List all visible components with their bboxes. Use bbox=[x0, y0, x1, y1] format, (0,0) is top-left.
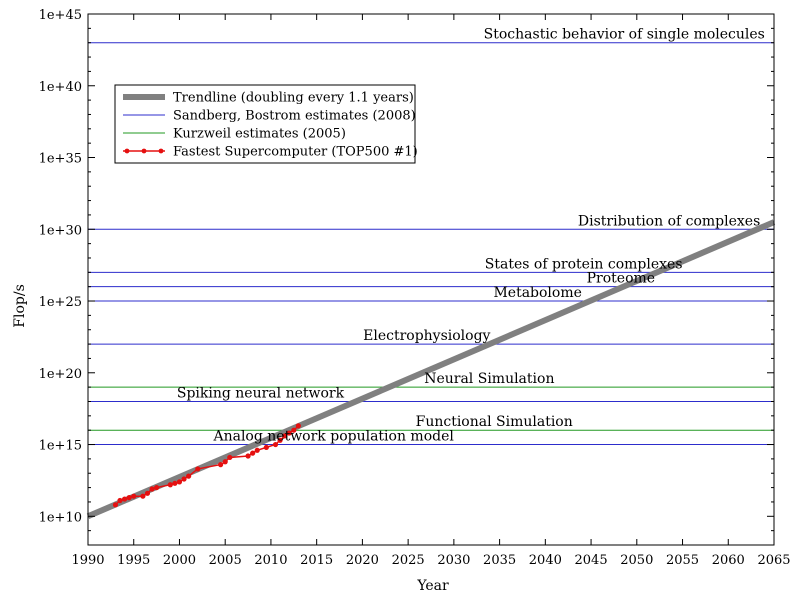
x-tick-label: 2060 bbox=[712, 553, 745, 568]
supercomputer-point bbox=[144, 490, 151, 496]
supercomputer-point bbox=[167, 482, 173, 488]
trendline bbox=[86, 219, 776, 520]
x-tick-label: 1990 bbox=[71, 553, 104, 568]
level-label: Stochastic behavior of single molecules bbox=[484, 27, 765, 43]
supercomputer-point bbox=[250, 450, 256, 456]
trendline-layer bbox=[86, 219, 776, 520]
x-tick-label: 2030 bbox=[437, 553, 470, 568]
x-tick-label: 2040 bbox=[529, 553, 562, 568]
x-tick-label: 2020 bbox=[346, 553, 379, 568]
reference-levels bbox=[88, 42, 774, 446]
supercomputer-point bbox=[195, 466, 201, 472]
level-label: Neural Simulation bbox=[424, 371, 554, 387]
x-tick-label: 2000 bbox=[163, 553, 196, 568]
annotations: Stochastic behavior of single molecules D… bbox=[177, 27, 765, 445]
supercomputer-point bbox=[149, 486, 155, 492]
level-label: Distribution of complexes bbox=[578, 213, 760, 229]
supercomputer-line bbox=[114, 425, 299, 506]
y-tick-label: 1e+20 bbox=[39, 367, 82, 382]
legend-swatch-point bbox=[124, 148, 130, 154]
legend-label: Kurzweil estimates (2005) bbox=[173, 127, 346, 142]
supercomputer-point bbox=[172, 480, 178, 486]
supercomputer-point bbox=[277, 437, 283, 443]
supercomputer-point bbox=[131, 493, 137, 499]
supercomputer-point bbox=[222, 459, 228, 465]
y-tick-label: 1e+40 bbox=[39, 80, 82, 95]
x-tick-label: 2010 bbox=[254, 553, 287, 568]
supercomputer-point bbox=[245, 453, 251, 459]
supercomputer-point bbox=[286, 430, 292, 436]
level-label: Proteome bbox=[587, 271, 655, 287]
x-axis-label: Year bbox=[416, 578, 449, 594]
y-axis-label: Flop/s bbox=[12, 284, 28, 327]
y-tick-label: 1e+30 bbox=[39, 223, 82, 238]
supercomputer-point bbox=[254, 447, 260, 453]
supercomputer-point bbox=[121, 496, 128, 502]
x-tick-label: 2015 bbox=[300, 553, 333, 568]
x-tick-label: 2005 bbox=[209, 553, 242, 568]
supercomputer-point bbox=[218, 462, 224, 468]
legend-label: Sandberg, Bostrom estimates (2008) bbox=[173, 109, 416, 124]
legend: Trendline (doubling every 1.1 years) Sand… bbox=[114, 84, 418, 164]
y-tick-label: 1e+10 bbox=[39, 510, 82, 525]
y-tick-label: 1e+35 bbox=[39, 152, 82, 167]
supercomputer-series bbox=[112, 423, 301, 508]
x-tick-label: 2065 bbox=[757, 553, 790, 568]
y-tick-label: 1e+25 bbox=[39, 295, 82, 310]
supercomputer-point bbox=[272, 441, 279, 448]
supercomputer-point bbox=[282, 433, 288, 439]
y-tick-label: 1e+15 bbox=[39, 439, 82, 454]
x-tick-label: 2050 bbox=[620, 553, 653, 568]
level-label: Analog network population model bbox=[212, 429, 454, 445]
legend-swatch-point bbox=[158, 148, 164, 154]
plot-frame bbox=[87, 13, 775, 546]
supercomputer-point bbox=[181, 476, 187, 482]
level-label: Spiking neural network bbox=[177, 385, 345, 401]
level-label: Electrophysiology bbox=[363, 328, 490, 344]
axes: 1990 1995 2000 2005 2010 2015 2020 2025 2030 2035… bbox=[39, 8, 791, 568]
legend-label: Fastest Supercomputer (TOP500 #1) bbox=[173, 145, 418, 160]
x-tick-label: 2025 bbox=[392, 553, 425, 568]
x-tick-label: 2055 bbox=[666, 553, 699, 568]
supercomputer-point bbox=[295, 423, 301, 429]
supercomputer-point bbox=[154, 484, 160, 491]
supercomputer-point bbox=[117, 497, 123, 504]
x-tick-label: 2035 bbox=[483, 553, 516, 568]
y-tick-label: 1e+45 bbox=[39, 8, 82, 23]
supercomputer-point bbox=[176, 479, 183, 485]
level-label: Metabolome bbox=[493, 285, 581, 301]
legend-label: Trendline (doubling every 1.1 years) bbox=[173, 91, 414, 106]
level-label: Functional Simulation bbox=[416, 414, 573, 430]
supercomputer-point bbox=[263, 444, 269, 451]
level-label: States of protein complexes bbox=[485, 256, 683, 272]
supercomputer-point bbox=[140, 493, 146, 499]
x-tick-label: 2045 bbox=[575, 553, 608, 568]
legend-swatch-point bbox=[141, 148, 147, 154]
supercomputer-point bbox=[186, 473, 192, 479]
x-tick-label: 1995 bbox=[117, 553, 150, 568]
supercomputer-point bbox=[227, 454, 233, 461]
supercomputer-point bbox=[112, 502, 119, 508]
supercomputer-point bbox=[291, 427, 297, 433]
supercomputer-point bbox=[126, 495, 132, 501]
